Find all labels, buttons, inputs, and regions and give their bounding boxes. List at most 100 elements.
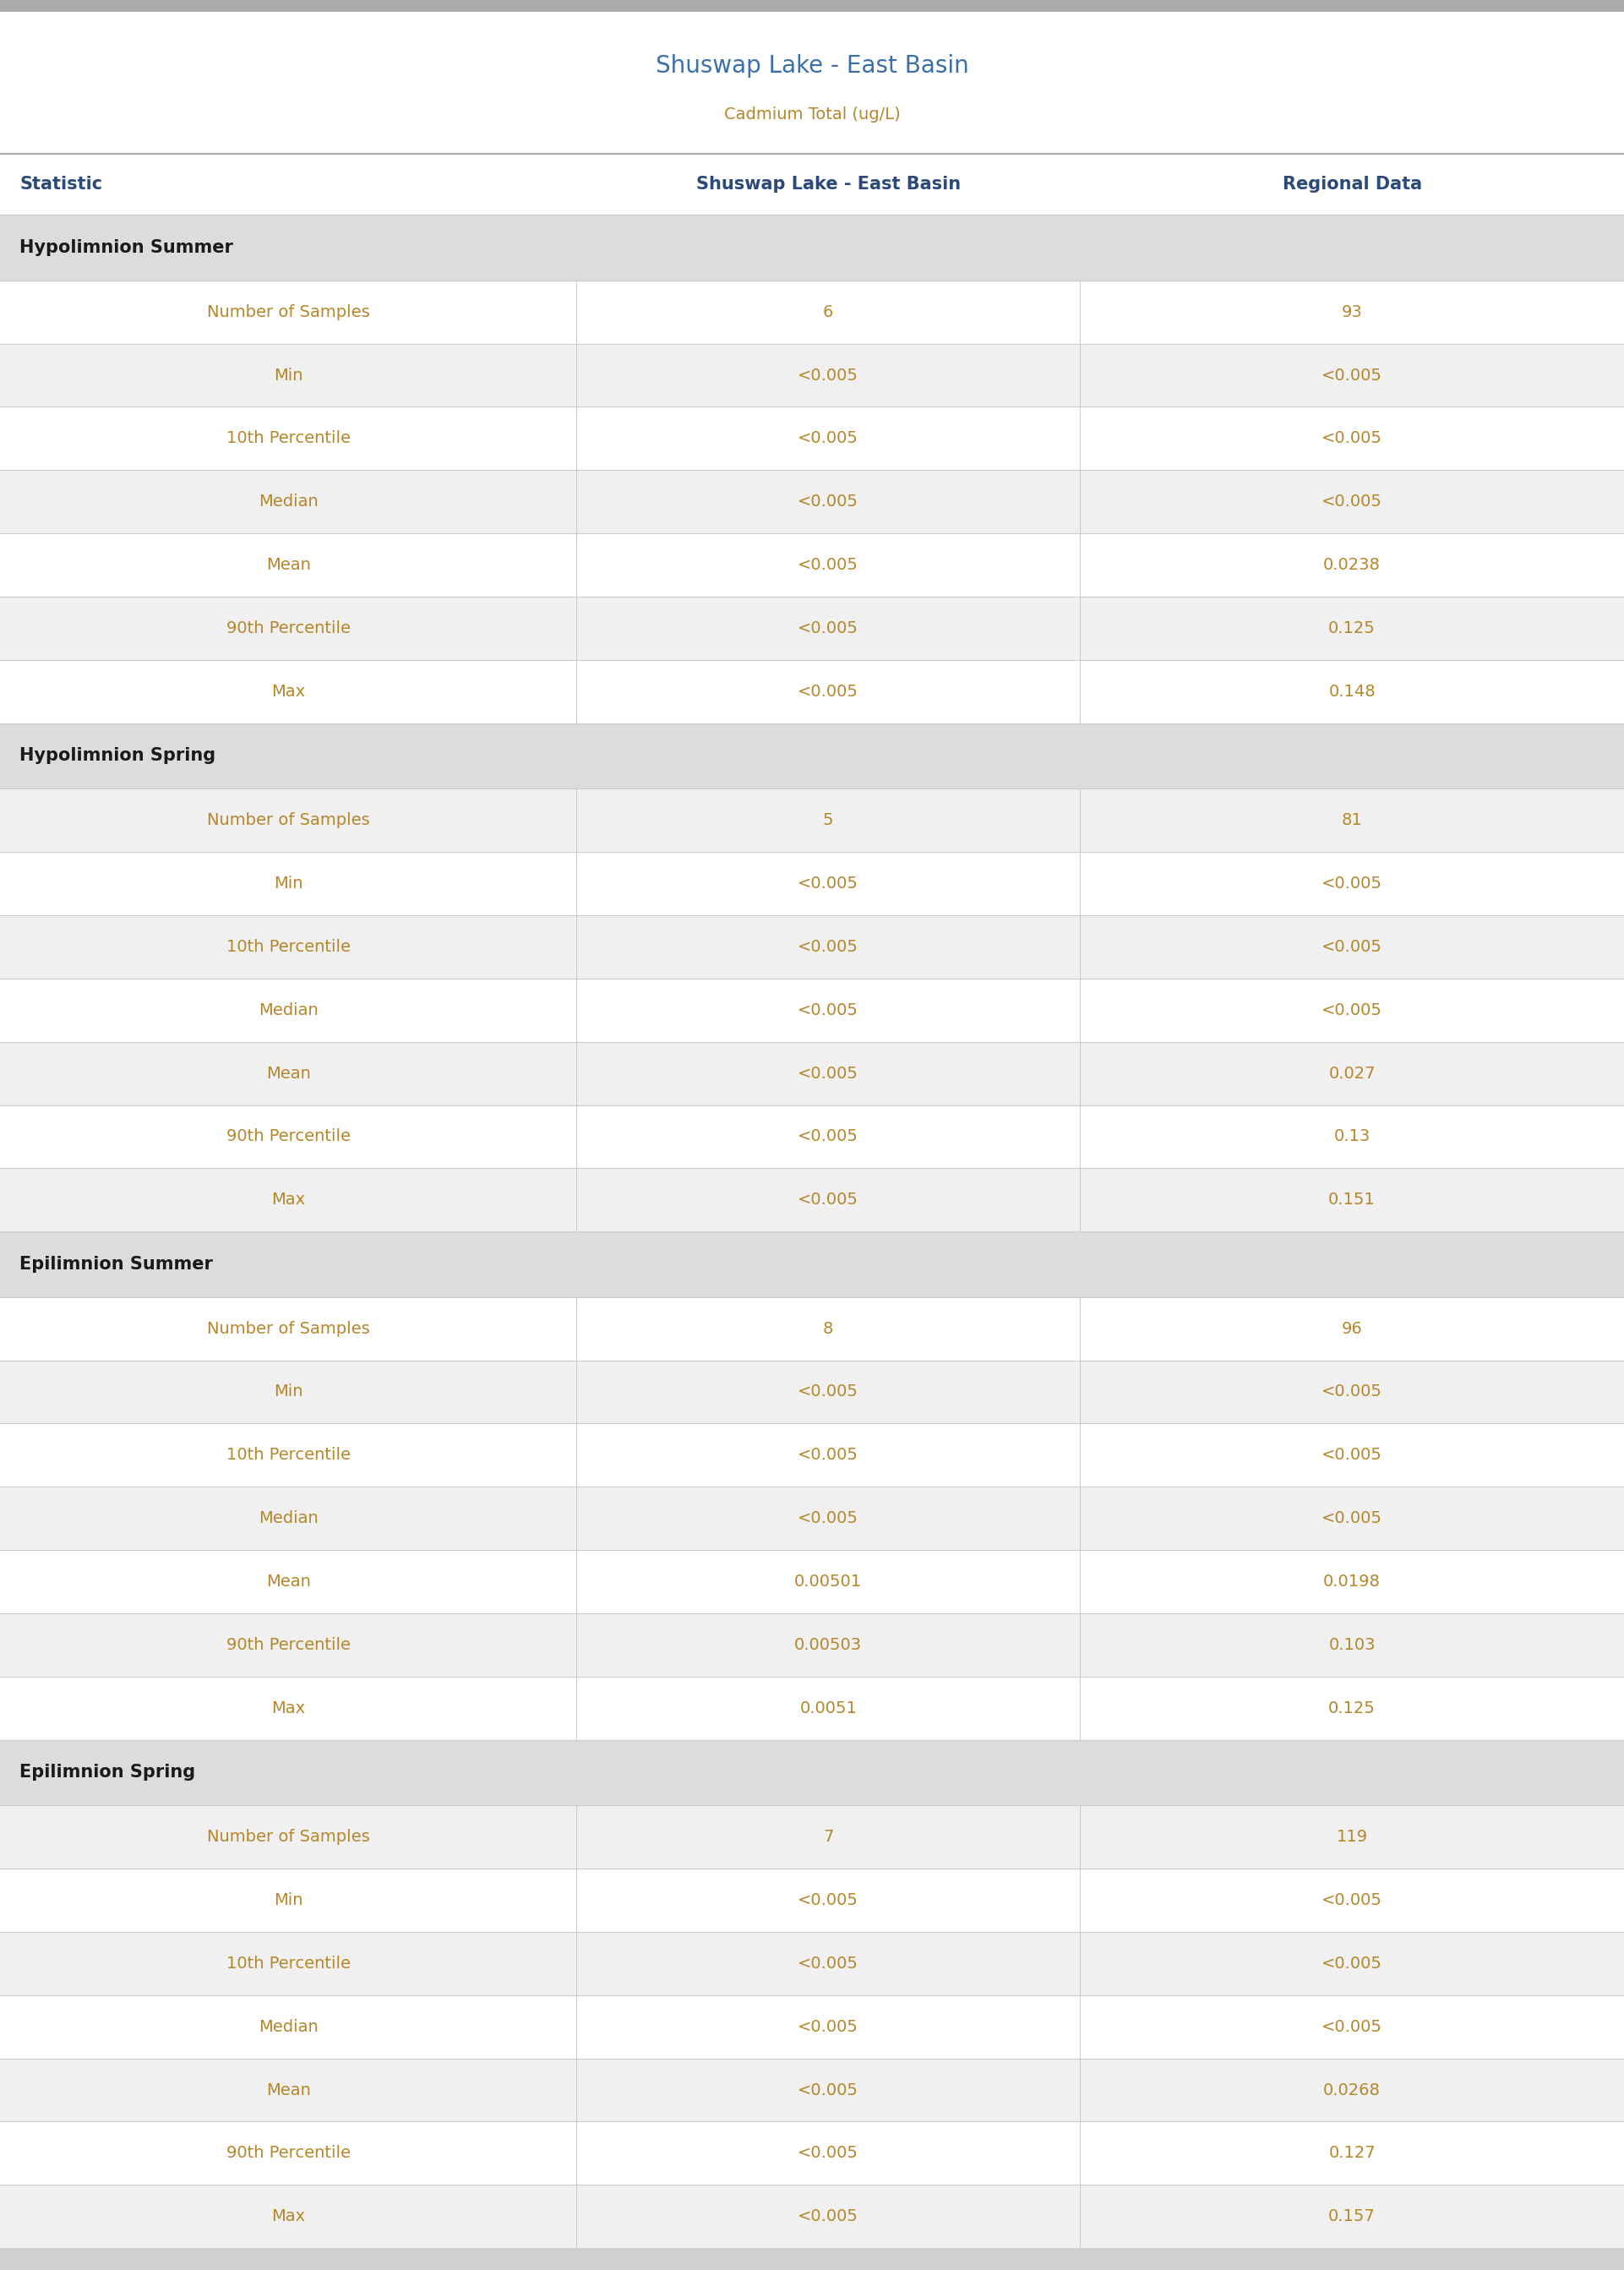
- Bar: [0, 1868, 1624, 1932]
- Text: 6: 6: [823, 304, 833, 320]
- Text: <0.005: <0.005: [1322, 1385, 1382, 1401]
- Text: Cadmium Total (ug/L): Cadmium Total (ug/L): [724, 107, 900, 123]
- Text: <0.005: <0.005: [1322, 1954, 1382, 1973]
- Text: <0.005: <0.005: [797, 940, 859, 956]
- Text: <0.005: <0.005: [797, 431, 859, 447]
- Bar: [0, 1360, 1624, 1423]
- Text: 10th Percentile: 10th Percentile: [226, 940, 351, 956]
- Text: 5: 5: [823, 813, 833, 829]
- Text: 0.027: 0.027: [1328, 1065, 1376, 1081]
- Bar: [0, 406, 1624, 470]
- Text: Hypolimnion Spring: Hypolimnion Spring: [19, 747, 216, 765]
- Text: <0.005: <0.005: [797, 368, 859, 384]
- Text: <0.005: <0.005: [1322, 1001, 1382, 1019]
- Bar: [0, 470, 1624, 533]
- Text: <0.005: <0.005: [1322, 1893, 1382, 1909]
- Bar: [0, 1105, 1624, 1169]
- Bar: [0, 279, 1624, 343]
- Text: Median: Median: [258, 495, 318, 511]
- Text: 0.00501: 0.00501: [794, 1573, 862, 1589]
- Text: Epilimnion Spring: Epilimnion Spring: [19, 1764, 195, 1782]
- Text: Mean: Mean: [266, 1573, 310, 1589]
- Text: Median: Median: [258, 1001, 318, 1019]
- Bar: [0, 11, 1624, 154]
- Text: <0.005: <0.005: [1322, 495, 1382, 511]
- Text: <0.005: <0.005: [797, 1893, 859, 1909]
- Text: Hypolimnion Summer: Hypolimnion Summer: [19, 238, 234, 257]
- Text: 90th Percentile: 90th Percentile: [226, 1637, 351, 1653]
- Text: 0.148: 0.148: [1328, 683, 1376, 699]
- Bar: [0, 724, 1624, 788]
- Text: 119: 119: [1337, 1830, 1367, 1846]
- Text: Max: Max: [271, 683, 305, 699]
- Bar: [0, 788, 1624, 851]
- Text: Statistic: Statistic: [19, 175, 102, 193]
- Bar: [0, 1042, 1624, 1105]
- Text: Mean: Mean: [266, 2082, 310, 2097]
- Bar: [0, 661, 1624, 724]
- Bar: [0, 1932, 1624, 1995]
- Text: 90th Percentile: 90th Percentile: [226, 2145, 351, 2161]
- Bar: [0, 2186, 1624, 2247]
- Text: <0.005: <0.005: [1322, 1510, 1382, 1525]
- Text: <0.005: <0.005: [1322, 368, 1382, 384]
- Text: Max: Max: [271, 1192, 305, 1208]
- Text: 96: 96: [1341, 1321, 1363, 1337]
- Text: <0.005: <0.005: [797, 1001, 859, 1019]
- Bar: [0, 1423, 1624, 1487]
- Text: 10th Percentile: 10th Percentile: [226, 1448, 351, 1464]
- Bar: [0, 2247, 1624, 2270]
- Text: Mean: Mean: [266, 1065, 310, 1081]
- Text: <0.005: <0.005: [797, 683, 859, 699]
- Text: Number of Samples: Number of Samples: [206, 1830, 370, 1846]
- Text: 0.0238: 0.0238: [1324, 556, 1380, 572]
- Text: 90th Percentile: 90th Percentile: [226, 1128, 351, 1144]
- Text: Min: Min: [274, 1385, 302, 1401]
- Bar: [0, 1233, 1624, 1296]
- Text: 81: 81: [1341, 813, 1363, 829]
- Text: <0.005: <0.005: [1322, 431, 1382, 447]
- Bar: [0, 343, 1624, 406]
- Text: Median: Median: [258, 1510, 318, 1525]
- Bar: [0, 1614, 1624, 1678]
- Text: <0.005: <0.005: [797, 2145, 859, 2161]
- Text: Min: Min: [274, 368, 302, 384]
- Text: Regional Data: Regional Data: [1283, 175, 1421, 193]
- Text: 7: 7: [823, 1830, 833, 1846]
- Text: <0.005: <0.005: [797, 876, 859, 892]
- Text: <0.005: <0.005: [1322, 876, 1382, 892]
- Text: <0.005: <0.005: [797, 1954, 859, 1973]
- Text: <0.005: <0.005: [1322, 2018, 1382, 2034]
- Text: Mean: Mean: [266, 556, 310, 572]
- Bar: [0, 1678, 1624, 1739]
- Text: Min: Min: [274, 1893, 302, 1909]
- Text: 0.103: 0.103: [1328, 1637, 1376, 1653]
- Text: 8: 8: [823, 1321, 833, 1337]
- Text: Number of Samples: Number of Samples: [206, 813, 370, 829]
- Bar: [0, 533, 1624, 597]
- Text: 0.125: 0.125: [1328, 1700, 1376, 1716]
- Text: <0.005: <0.005: [1322, 940, 1382, 956]
- Text: <0.005: <0.005: [797, 1192, 859, 1208]
- Text: <0.005: <0.005: [797, 2018, 859, 2034]
- Text: Median: Median: [258, 2018, 318, 2034]
- Text: <0.005: <0.005: [797, 1510, 859, 1525]
- Bar: [0, 1487, 1624, 1550]
- Text: Shuswap Lake - East Basin: Shuswap Lake - East Basin: [656, 54, 968, 77]
- Text: 90th Percentile: 90th Percentile: [226, 620, 351, 636]
- Bar: [0, 2122, 1624, 2186]
- Bar: [0, 2059, 1624, 2122]
- Bar: [0, 0, 1624, 11]
- Text: 0.00503: 0.00503: [794, 1637, 862, 1653]
- Text: 0.0051: 0.0051: [799, 1700, 857, 1716]
- Bar: [0, 851, 1624, 915]
- Text: <0.005: <0.005: [797, 2209, 859, 2225]
- Text: Number of Samples: Number of Samples: [206, 1321, 370, 1337]
- Text: Shuswap Lake - East Basin: Shuswap Lake - East Basin: [697, 175, 960, 193]
- Text: 0.127: 0.127: [1328, 2145, 1376, 2161]
- Bar: [0, 597, 1624, 661]
- Text: 0.13: 0.13: [1333, 1128, 1371, 1144]
- Text: <0.005: <0.005: [797, 2082, 859, 2097]
- Bar: [0, 154, 1624, 216]
- Text: 93: 93: [1341, 304, 1363, 320]
